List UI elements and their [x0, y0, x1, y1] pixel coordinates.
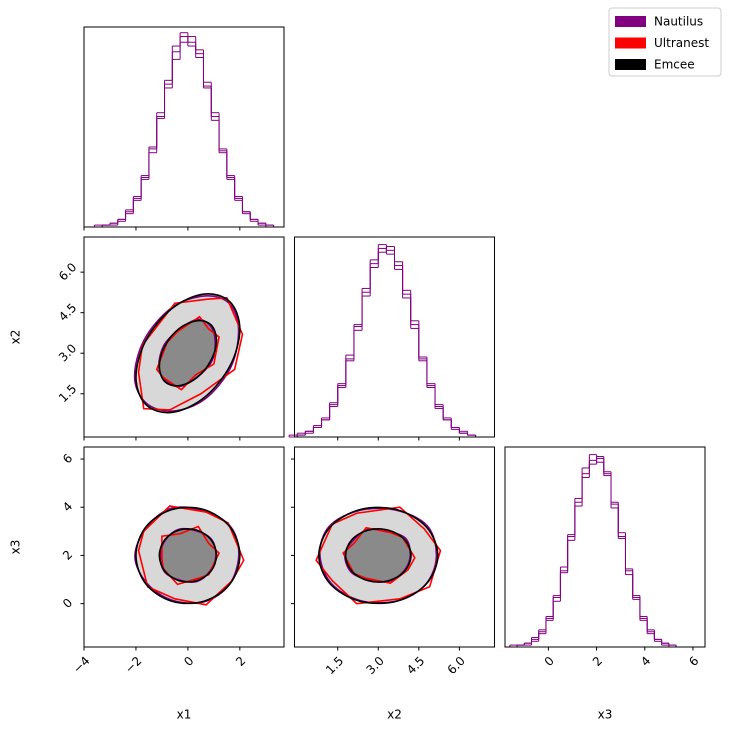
- x-tick-label: 4.5: [404, 654, 427, 677]
- y-tick-label: 4: [60, 499, 75, 514]
- histogram: [509, 457, 684, 648]
- legend: Nautilus Ultranest Emcee: [608, 7, 722, 77]
- y-tick-label: 0: [60, 596, 75, 611]
- histogram: [94, 36, 282, 228]
- x-tick-label: 0: [542, 654, 557, 669]
- hist-riser: [516, 456, 677, 647]
- y-tick-label: 1.5: [56, 382, 79, 405]
- contour: [158, 319, 218, 387]
- x-axis-label: x1: [177, 708, 192, 722]
- density-fill: [159, 528, 217, 582]
- x-tick-label: −2: [122, 654, 144, 676]
- y-tick-label: 3.0: [56, 341, 79, 364]
- legend-label: Ultranest: [654, 36, 709, 50]
- contour: [135, 506, 241, 605]
- hist-riser: [296, 248, 477, 437]
- histogram: [289, 246, 484, 438]
- histogram: [289, 247, 484, 438]
- x-tick-label: 3.0: [363, 654, 386, 677]
- histogram: [509, 456, 684, 648]
- hist-riser: [509, 454, 670, 647]
- histogram: [93, 32, 282, 228]
- y-tick-label: 6.0: [56, 260, 79, 283]
- y-tick-label: 4.5: [56, 301, 79, 324]
- x-axis-label: x3: [598, 708, 613, 722]
- y-axis-label: x2: [9, 330, 23, 345]
- legend-swatch: [615, 59, 646, 70]
- contour-panel: [315, 506, 442, 605]
- contour: [158, 528, 218, 583]
- histogram: [288, 244, 484, 438]
- y-tick-label: 6: [60, 451, 75, 466]
- histogram: [509, 454, 684, 648]
- hist-riser: [296, 246, 477, 437]
- hist-riser: [101, 36, 275, 227]
- legend-label: Emcee: [654, 58, 695, 72]
- x-tick-label: 6.0: [445, 654, 468, 677]
- panel-frame: [294, 446, 495, 648]
- x-tick-label: 6: [686, 654, 701, 669]
- panel-frame: [294, 236, 495, 438]
- x-tick-label: 2: [233, 654, 248, 669]
- x-axis-label: x2: [387, 708, 402, 722]
- histogram: [94, 36, 282, 228]
- panel-frame: [504, 446, 706, 648]
- density-fill: [159, 320, 217, 386]
- x-tick-label: 0: [181, 654, 196, 669]
- density-fill: [345, 528, 411, 582]
- x-tick-label: −4: [70, 654, 92, 676]
- y-tick-label: 2: [60, 547, 75, 562]
- x-tick-label: 2: [590, 654, 605, 669]
- contour: [344, 528, 412, 583]
- hist-riser: [101, 36, 275, 227]
- hist-riser: [93, 32, 267, 227]
- hist-riser: [516, 458, 677, 647]
- hist-riser: [288, 244, 477, 437]
- x-tick-label: 4: [638, 654, 653, 669]
- panel-frame: [83, 446, 285, 648]
- contour: [318, 506, 439, 605]
- panel-frame: [83, 236, 285, 438]
- panel-frame: [83, 26, 285, 228]
- contour: [133, 295, 240, 412]
- contour: [342, 526, 416, 584]
- legend-swatch: [615, 37, 646, 49]
- legend-swatch: [615, 16, 646, 27]
- legend-label: Nautilus: [654, 15, 703, 29]
- contour-panel: [133, 292, 244, 414]
- y-axis-label: x3: [9, 540, 23, 555]
- contour-panel: [134, 505, 245, 606]
- contour: [137, 296, 244, 411]
- x-tick-label: 1.5: [323, 654, 346, 677]
- contour: [135, 292, 241, 414]
